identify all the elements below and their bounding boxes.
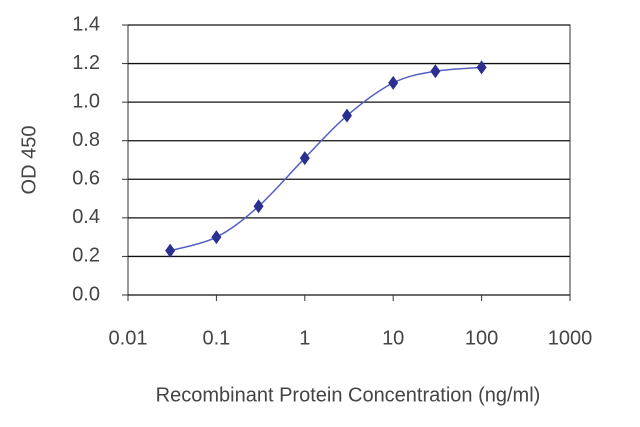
x-tick-label: 1 — [299, 327, 310, 349]
y-tick-label: 1.0 — [72, 90, 100, 112]
curve — [169, 66, 482, 252]
marker — [430, 64, 441, 79]
y-tick-label: 0.8 — [72, 129, 100, 151]
y-tick-label: 0.0 — [72, 283, 100, 305]
x-tick-label: 0.01 — [109, 327, 148, 349]
y-tick-label: 0.4 — [72, 206, 100, 228]
marker — [341, 108, 352, 123]
x-tick-label: 100 — [465, 327, 498, 349]
marker — [211, 230, 222, 245]
y-axis-label: OD 450 — [18, 126, 40, 195]
marker — [253, 199, 264, 214]
x-axis-label: Recombinant Protein Concentration (ng/ml… — [156, 384, 541, 406]
x-tick-label: 10 — [382, 327, 404, 349]
y-tick-label: 0.2 — [72, 245, 100, 267]
marker — [299, 151, 310, 166]
marker — [165, 243, 176, 258]
x-tick-label: 0.1 — [202, 327, 230, 349]
x-tick-label: 1000 — [548, 327, 593, 349]
y-tick-label: 1.2 — [72, 52, 100, 74]
marker — [476, 60, 487, 75]
y-tick-label: 0.6 — [72, 168, 100, 190]
plot-area — [127, 24, 571, 296]
marker — [388, 75, 399, 90]
y-tick-label: 1.4 — [72, 13, 100, 35]
